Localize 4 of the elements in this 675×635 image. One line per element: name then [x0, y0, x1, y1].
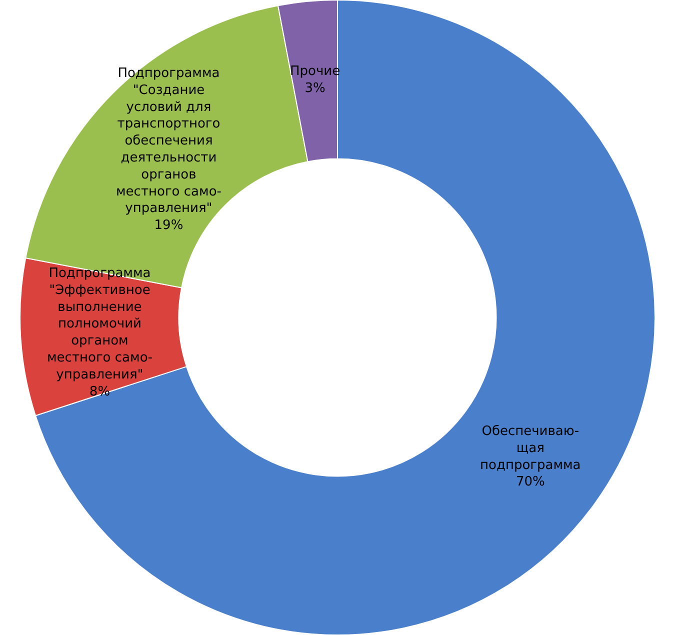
slice-label: Обеспечиваю- щая подпрограмма: [480, 424, 581, 473]
data-label: 3%: [304, 80, 326, 96]
data-label: 19%: [154, 218, 184, 234]
data-label: 70%: [516, 474, 545, 490]
